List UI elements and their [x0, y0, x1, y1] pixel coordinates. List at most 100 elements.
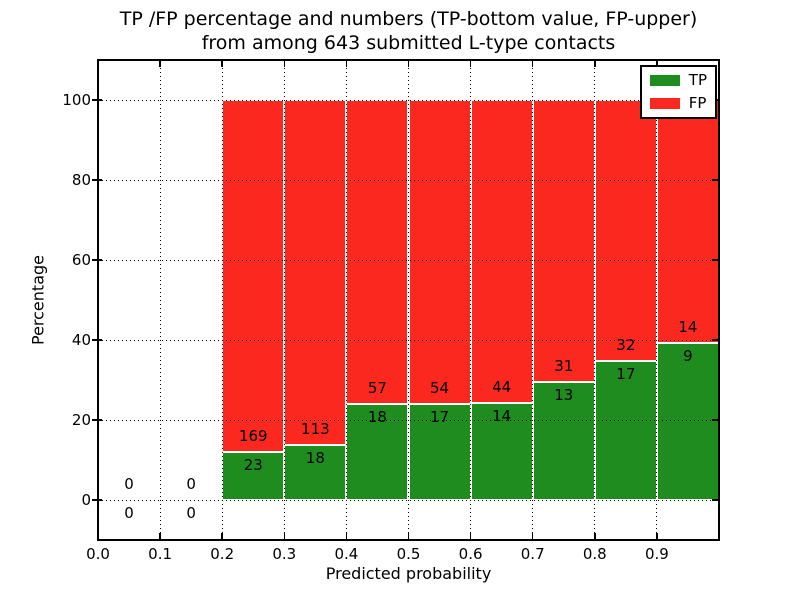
x-tick-label-0.5: 0.5	[396, 545, 421, 563]
x-tick-bottom-0.4	[345, 533, 348, 540]
y-tick-right-20	[712, 419, 719, 421]
tp-count-annotation-5: 17	[430, 408, 450, 427]
x-tick-bottom-0.8	[594, 533, 596, 540]
chart-title: TP /FP percentage and numbers (TP-bottom…	[98, 7, 719, 55]
x-tick-bottom-0.3	[283, 533, 286, 540]
gridline-x-0.4	[345, 60, 347, 540]
fp-count-annotation-1: 0	[186, 475, 196, 493]
bar-tp-7	[532, 381, 595, 500]
tp-count-annotation-9: 9	[683, 347, 693, 366]
bar-fp-9	[656, 100, 719, 344]
y-tick-left-60	[92, 259, 102, 261]
tp-count-annotation-3: 18	[305, 449, 325, 468]
tp-count-annotation-4: 18	[367, 408, 387, 426]
legend-entry-fp: FP	[649, 94, 707, 112]
fp-count-annotation-6: 44	[492, 378, 512, 397]
fp-count-annotation-8: 32	[616, 336, 636, 355]
bar-fp-3	[284, 100, 347, 446]
y-tick-right-80	[712, 179, 719, 181]
legend-label-tp: TP	[688, 71, 707, 89]
legend-swatch-fp-icon	[649, 98, 680, 109]
fp-count-annotation-0: 0	[124, 475, 134, 493]
x-tick-top-0.1	[159, 60, 161, 67]
x-tick-label-0.0: 0.0	[86, 545, 110, 563]
x-tick-top-0.3	[283, 60, 286, 67]
x-tick-top-0	[97, 60, 99, 67]
bar-tp-8	[594, 361, 657, 500]
fp-count-annotation-2: 169	[238, 427, 268, 446]
x-tick-label-0.9: 0.9	[644, 545, 669, 563]
y-tick-label-40: 40	[71, 331, 91, 349]
legend-label-fp: FP	[688, 94, 707, 112]
gridline-x-0.6	[470, 60, 472, 540]
x-tick-label-0.6: 0.6	[458, 545, 483, 563]
bar-fp-8	[594, 100, 657, 362]
x-tick-label-0.4: 0.4	[334, 545, 359, 563]
y-tick-label-0: 0	[81, 491, 91, 509]
bar-fp-7	[532, 100, 595, 382]
fp-count-annotation-4: 57	[367, 379, 387, 397]
x-tick-top-0.2	[221, 60, 223, 67]
x-tick-top-0.6	[469, 60, 472, 67]
x-tick-label-0.7: 0.7	[520, 545, 545, 563]
y-tick-label-60: 60	[71, 251, 91, 269]
tp-count-annotation-1: 0	[186, 504, 196, 522]
bar-tp-9	[656, 343, 719, 500]
gridline-x-0.5	[408, 60, 409, 540]
gridline-x-0.7	[532, 60, 534, 540]
y-tick-left-80	[92, 179, 102, 181]
x-tick-top-0.4	[345, 60, 348, 67]
gridline-y-60	[98, 259, 719, 261]
bar-tp-2	[222, 452, 285, 500]
gridline-y-100	[98, 99, 719, 101]
x-tick-top-0.5	[407, 60, 410, 67]
x-tick-top-0.8	[594, 60, 596, 67]
y-tick-left-20	[92, 419, 102, 421]
x-tick-bottom-0.6	[469, 533, 472, 540]
fp-count-annotation-9: 14	[678, 318, 698, 337]
y-tick-left-40	[92, 339, 102, 341]
x-tick-bottom-0.7	[531, 533, 534, 540]
x-tick-bottom-0	[97, 533, 99, 540]
gridline-x-0.8	[594, 60, 596, 540]
legend: TP FP	[639, 65, 717, 119]
y-tick-label-100: 100	[62, 91, 91, 109]
fp-count-annotation-3: 113	[301, 420, 330, 439]
bar-fp-6	[470, 100, 533, 404]
tp-count-annotation-2: 23	[243, 456, 263, 475]
tp-count-annotation-6: 14	[492, 407, 512, 426]
bar-fp-2	[222, 100, 285, 453]
chart-title-line2: from among 643 submitted L-type contacts	[201, 32, 616, 54]
fp-count-annotation-7: 31	[554, 356, 574, 375]
x-tick-bottom-0.1	[159, 533, 161, 540]
y-tick-right-60	[712, 259, 719, 261]
legend-entry-tp: TP	[649, 71, 707, 89]
chart-title-line1: TP /FP percentage and numbers (TP-bottom…	[119, 8, 698, 30]
gridline-y-80	[98, 179, 719, 181]
tp-count-annotation-8: 17	[616, 365, 636, 384]
y-tick-right-0	[712, 499, 719, 501]
bar-fp-4	[346, 100, 409, 404]
tp-count-annotation-7: 13	[554, 385, 574, 404]
bar-fp-5	[408, 100, 471, 405]
bar-tp-3	[284, 445, 347, 500]
legend-swatch-tp-icon	[649, 75, 680, 86]
x-tick-label-0.8: 0.8	[582, 545, 607, 563]
plot-area: TP FP 0 0 0 0 169 23 113 18 57 18 54 17 44 14 31 13 32 17…	[92, 59, 720, 541]
gridline-y-40	[98, 339, 719, 341]
x-tick-top-0.7	[531, 60, 534, 67]
x-tick-bottom-0.9	[656, 533, 658, 540]
gridline-x-0.3	[283, 60, 285, 540]
x-axis-label: Predicted probability	[325, 564, 492, 583]
x-tick-label-0.1: 0.1	[148, 545, 173, 563]
gridline-x-0.2	[221, 60, 223, 540]
x-tick-label-0.3: 0.3	[272, 545, 297, 563]
gridline-y-20	[98, 419, 719, 421]
y-tick-label-80: 80	[71, 171, 91, 189]
x-tick-top-0.9	[656, 60, 658, 67]
x-tick-label-0.2: 0.2	[210, 545, 235, 563]
x-tick-bottom-0.5	[407, 533, 410, 540]
y-tick-right-40	[712, 339, 719, 341]
y-tick-left-100	[92, 99, 102, 101]
